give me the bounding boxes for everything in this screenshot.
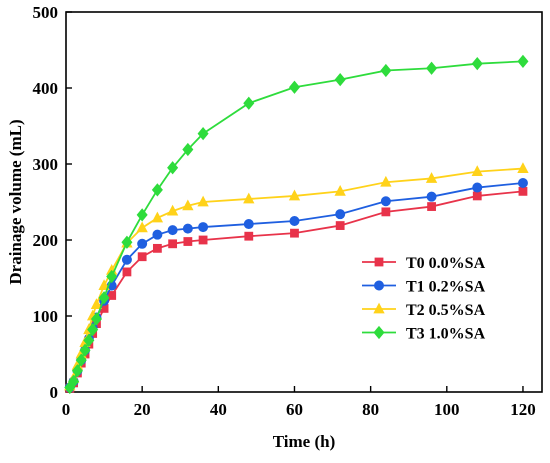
data-point [136, 221, 148, 233]
data-point [121, 254, 132, 265]
series-3 [64, 54, 529, 395]
data-point [151, 211, 164, 223]
data-point [151, 183, 163, 197]
x-tick-label: 60 [286, 400, 303, 419]
data-point [288, 80, 301, 94]
legend: T0 0.0%SA T1 0.2%SA T2 0.5%SA T3 1.0%SA [362, 255, 486, 343]
y-tick-label: 0 [50, 383, 59, 402]
data-point [517, 54, 529, 69]
data-point [243, 192, 255, 204]
data-point [152, 243, 162, 253]
x-tick-label: 100 [434, 400, 460, 419]
data-point [335, 209, 346, 220]
series-layer [64, 54, 529, 395]
data-point [198, 235, 208, 245]
legend-item: T3 1.0%SA [362, 326, 486, 343]
data-point [380, 63, 392, 78]
plot-frame [65, 11, 543, 393]
x-tick-label: 0 [62, 400, 71, 419]
data-point [426, 191, 437, 202]
data-point [137, 252, 147, 262]
data-point [136, 208, 148, 222]
data-point [243, 96, 255, 110]
data-point [137, 238, 148, 249]
data-point [167, 161, 179, 175]
x-axis-title: Time (h) [273, 432, 336, 451]
data-point [517, 177, 528, 188]
data-point [166, 204, 179, 216]
data-point [471, 165, 483, 177]
y-tick-label: 100 [33, 307, 59, 326]
y-axis-ticks: 0 100 200 300 400 500 [33, 3, 72, 402]
data-point [334, 73, 346, 87]
data-point [425, 172, 438, 183]
data-point [198, 222, 209, 233]
legend-item: T0 0.0%SA [362, 255, 486, 272]
data-point [90, 312, 102, 326]
data-point [290, 228, 299, 238]
legend-label: T0 0.0%SA [406, 255, 486, 272]
y-tick-label: 200 [33, 231, 59, 250]
data-point [98, 291, 110, 305]
legend-label: T2 0.5%SA [406, 302, 486, 319]
data-point [380, 196, 391, 207]
series-2 [64, 162, 529, 391]
data-point [381, 207, 391, 217]
legend-marker [373, 280, 384, 291]
data-point [75, 353, 87, 367]
data-point [244, 231, 254, 241]
data-point [106, 269, 118, 284]
y-tick-label: 300 [33, 155, 59, 174]
data-point [243, 219, 254, 230]
legend-item: T1 0.2%SA [362, 279, 486, 296]
data-point [90, 298, 103, 310]
data-point [427, 202, 436, 211]
data-point [426, 61, 438, 75]
data-point [472, 182, 483, 193]
x-tick-label: 120 [510, 400, 536, 419]
data-point [183, 237, 193, 246]
data-point [152, 229, 163, 240]
data-point [289, 215, 300, 226]
data-point [182, 142, 194, 157]
data-point [83, 333, 95, 347]
data-point [87, 323, 99, 337]
data-point [182, 223, 193, 234]
data-point [71, 364, 83, 378]
data-point [197, 195, 209, 207]
legend-marker [373, 325, 385, 340]
data-point [168, 239, 178, 249]
data-point [288, 189, 301, 201]
data-point [334, 185, 346, 196]
x-axis-ticks: 0 20 40 60 80 100 120 [62, 386, 536, 419]
data-point [122, 267, 132, 277]
data-point [121, 235, 133, 249]
data-point [380, 175, 392, 187]
x-tick-label: 40 [210, 400, 227, 419]
data-point [79, 343, 91, 357]
data-point [335, 221, 345, 230]
data-point [472, 191, 482, 201]
data-point [518, 186, 528, 196]
y-tick-label: 400 [33, 79, 59, 98]
legend-item: T2 0.5%SA [362, 302, 486, 319]
y-axis-title: Drainage volume (mL) [6, 119, 25, 284]
legend-label: T3 1.0%SA [406, 326, 486, 343]
legend-marker [374, 257, 384, 267]
data-point [167, 225, 178, 236]
legend-label: T1 0.2%SA [406, 279, 486, 296]
y-tick-label: 500 [33, 3, 59, 22]
data-point [182, 199, 194, 211]
data-point [517, 162, 529, 173]
legend-marker [373, 302, 385, 314]
data-point [98, 279, 110, 291]
data-point [68, 374, 80, 388]
x-tick-label: 80 [362, 400, 379, 419]
data-point [471, 57, 483, 71]
x-tick-label: 20 [134, 400, 151, 419]
data-point [197, 126, 209, 141]
